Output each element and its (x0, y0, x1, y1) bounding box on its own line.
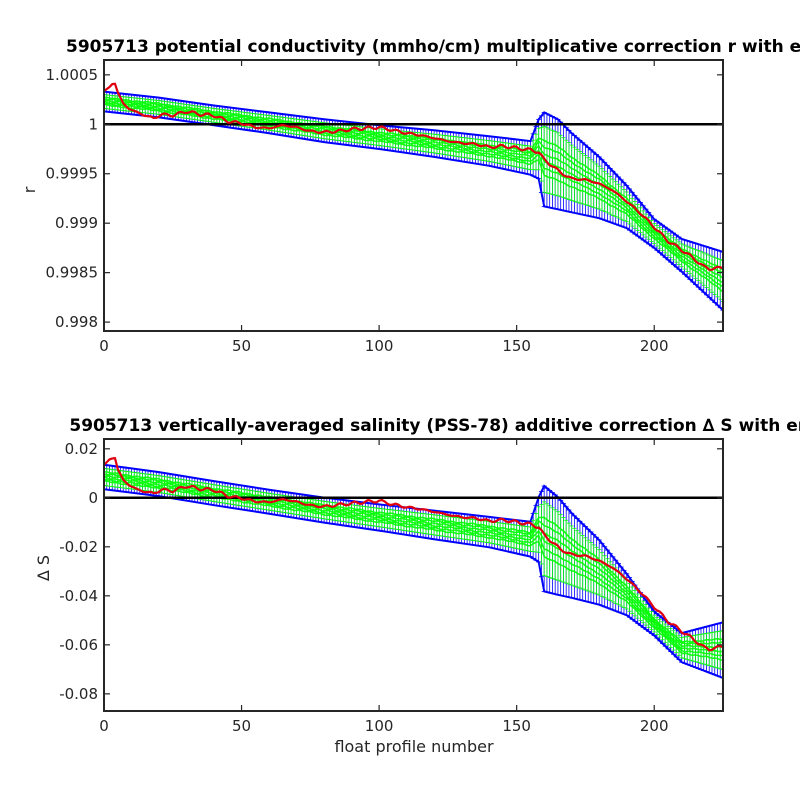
salinity-fit-line (104, 457, 723, 652)
salinity-x-tick-label: 0 (99, 717, 109, 735)
salinity-envelope-lower-line (104, 488, 723, 679)
salinity-y-tick-label: 0 (88, 489, 98, 507)
conductivity-ensemble-band (104, 94, 723, 302)
salinity-ensemble-line (104, 475, 723, 649)
salinity-y-tick-label: -0.08 (59, 685, 98, 703)
x-axis-label: float profile number (334, 737, 494, 756)
conductivity-envelope-lower-line (104, 110, 723, 311)
conductivity-axes-frame (103, 59, 724, 332)
conductivity-plot-area (104, 82, 723, 311)
conductivity-ensemble-line (104, 96, 723, 271)
conductivity-y-axis-label: r (20, 186, 39, 193)
salinity-x-tick-label: 150 (502, 717, 531, 735)
salinity-y-tick-label: -0.04 (59, 587, 98, 605)
conductivity-y-tick-label: 0.999 (55, 214, 98, 232)
conductivity-ensemble-line (104, 102, 723, 288)
conductivity-axes: 0 50 100 150 200 0.998 0.9985 0.999 0.9995 1 1.000… (46, 59, 724, 355)
salinity-y-axis-label: ∆ S (34, 555, 53, 582)
conductivity-chart-title: 5905713 potential conductivity (mmho/cm)… (66, 37, 800, 57)
conductivity-envelope (104, 90, 723, 311)
conductivity-x-tick-label: 200 (640, 337, 669, 355)
conductivity-data-group (104, 82, 723, 311)
salinity-envelope-upper-line (104, 463, 723, 635)
salinity-chart-title: 5905713 vertically-averaged salinity (PS… (69, 416, 800, 436)
salinity-y-tick-label: -0.06 (59, 636, 98, 654)
conductivity-envelope-upper-line (104, 90, 723, 253)
salinity-ensemble-line (104, 476, 723, 653)
conductivity-x-tick-label: 50 (232, 337, 251, 355)
salinity-axes: 0 50 100 150 200 0.02 0 -0.02 -0.04 -0.06 -0.08 (59, 438, 724, 735)
salinity-axes-frame (103, 438, 724, 712)
conductivity-x-tick-label: 0 (99, 337, 109, 355)
conductivity-fit-line (104, 82, 723, 271)
salinity-ensemble-line (104, 479, 723, 662)
salinity-y-tick-label: -0.02 (59, 538, 98, 556)
salinity-y-tick-label: 0.02 (65, 440, 98, 458)
salinity-x-tick-label: 200 (640, 717, 669, 735)
salinity-envelope (104, 463, 723, 679)
salinity-data-group (104, 457, 723, 679)
conductivity-ensemble-line (104, 103, 723, 293)
conductivity-y-tick-label: 1 (88, 115, 98, 133)
conductivity-x-tick-label: 150 (502, 337, 531, 355)
salinity-ensemble-line (104, 478, 723, 657)
conductivity-y-tick-label: 0.9995 (46, 165, 99, 183)
salinity-x-tick-label: 100 (365, 717, 394, 735)
salinity-correction-panel: 5905713 vertically-averaged salinity (PS… (34, 416, 800, 756)
conductivity-y-tick-label: 0.9985 (46, 264, 99, 282)
conductivity-x-tick-label: 100 (365, 337, 394, 355)
conductivity-correction-panel: 5905713 potential conductivity (mmho/cm)… (20, 37, 800, 355)
conductivity-y-tick-label: 1.0005 (46, 66, 99, 84)
salinity-x-tick-label: 50 (232, 717, 251, 735)
salinity-plot-area (104, 457, 723, 679)
conductivity-y-tick-label: 0.998 (55, 313, 98, 331)
